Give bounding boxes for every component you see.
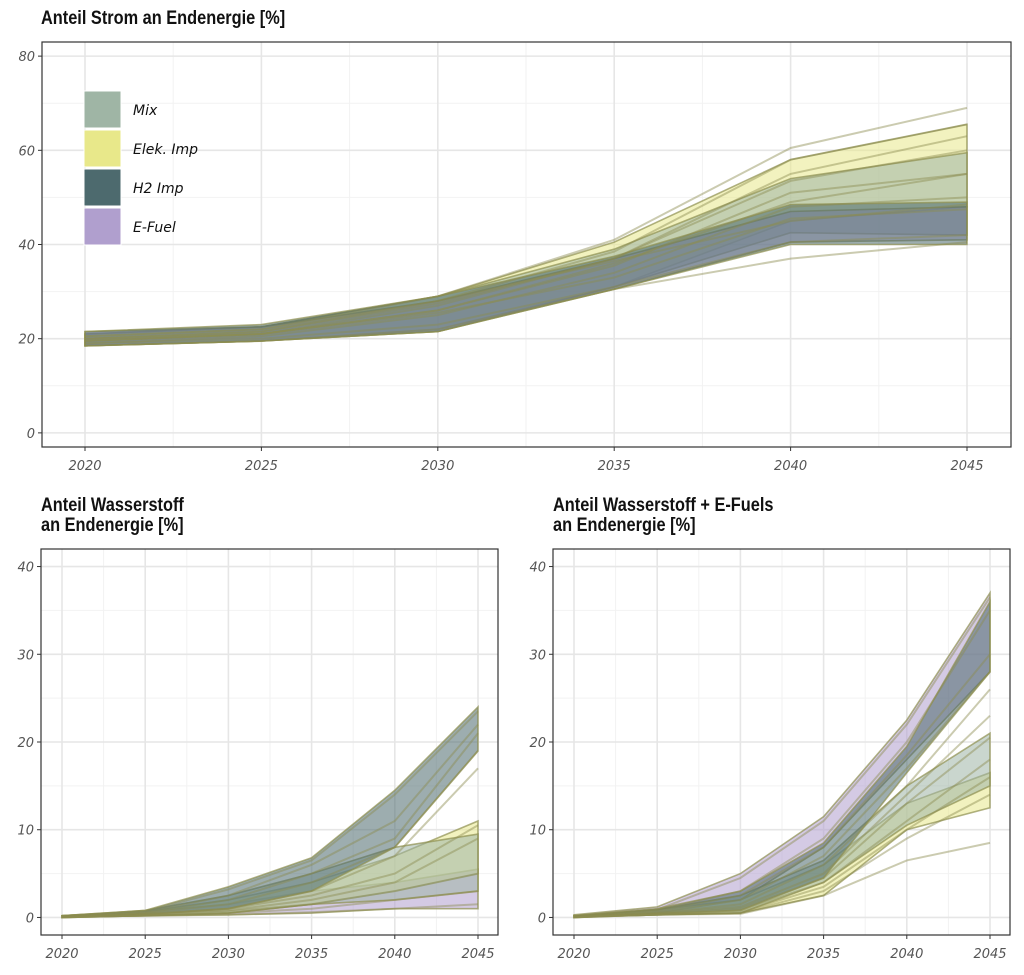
trajectory-line xyxy=(84,172,968,340)
x-tick-label: 2045 xyxy=(461,947,494,962)
x-tick-label: 2020 xyxy=(45,947,78,962)
ribbon-h2-imp xyxy=(573,598,991,919)
x-tick-label: 2020 xyxy=(68,459,101,474)
chart-title-wasserstoff-efuels-line: Anteil Wasserstoff + E-Fuels xyxy=(553,495,774,516)
trajectory-line xyxy=(61,750,479,918)
trajectory-line xyxy=(573,653,991,918)
trajectory-line xyxy=(573,596,991,918)
legend-key-mix xyxy=(83,90,122,129)
chart-title-wasserstoff: Anteil Wasserstoff an Endenergie [%] xyxy=(41,496,184,536)
y-tick-label: 30 xyxy=(529,648,546,663)
trajectory-line xyxy=(61,872,479,918)
trajectory-line xyxy=(84,135,968,342)
trajectory-line xyxy=(573,609,991,918)
trajectory-line xyxy=(61,767,479,918)
legend-label: E-Fuel xyxy=(133,220,176,236)
x-tick-label: 2030 xyxy=(212,947,245,962)
x-tick-label: 2040 xyxy=(890,947,923,962)
chart-title-wasserstoff-line: an Endenergie [%] xyxy=(41,515,184,536)
chart-title-wasserstoff-efuels-line: an Endenergie [%] xyxy=(553,515,696,536)
chart-title-strom: Anteil Strom an Endenergie [%] xyxy=(41,8,286,29)
x-tick-label: 2020 xyxy=(557,947,590,962)
ribbon-h2-imp xyxy=(84,201,968,347)
legend-label: Elek. Imp xyxy=(133,142,198,158)
x-tick-label: 2040 xyxy=(378,947,411,962)
trajectory-line xyxy=(84,172,968,342)
trajectory-line xyxy=(84,196,968,345)
trajectory-line xyxy=(84,241,968,347)
x-tick-label: 2040 xyxy=(774,459,807,474)
trajectory-line xyxy=(61,824,479,918)
legend: Mix Elek. Imp H2 Imp E-Fuel xyxy=(83,90,198,246)
x-tick-label: 2030 xyxy=(724,947,757,962)
trajectory-line xyxy=(61,723,479,918)
x-tick-label: 2030 xyxy=(421,459,454,474)
x-tick-label: 2035 xyxy=(598,459,631,474)
trajectory-line xyxy=(84,234,968,345)
chart-title-wasserstoff-line: Anteil Wasserstoff xyxy=(41,495,184,516)
y-tick-label: 10 xyxy=(17,824,34,839)
trajectory-line xyxy=(84,208,968,342)
trajectory-line xyxy=(573,714,991,918)
y-tick-label: 40 xyxy=(18,239,35,254)
legend-key-elek-imp xyxy=(83,129,122,168)
y-tick-label: 20 xyxy=(17,736,34,751)
chart-title-wasserstoff-efuels: Anteil Wasserstoff + E-Fuels an Endenergi… xyxy=(553,496,773,536)
y-tick-label: 0 xyxy=(538,911,546,926)
legend-label: H2 Imp xyxy=(133,181,184,197)
y-tick-label: 60 xyxy=(18,144,35,159)
trajectory-line xyxy=(573,793,991,918)
trajectory-line xyxy=(573,688,991,918)
y-tick-label: 10 xyxy=(529,824,546,839)
x-tick-label: 2045 xyxy=(950,459,983,474)
legend-key-h2-imp xyxy=(83,168,122,207)
trajectory-line xyxy=(84,149,968,340)
trajectory-line xyxy=(573,758,991,918)
trajectory-line xyxy=(61,732,479,918)
legend-key-e-fuel xyxy=(83,207,122,246)
y-tick-label: 20 xyxy=(529,736,546,751)
trajectory-line xyxy=(61,837,479,918)
trajectory-line xyxy=(573,671,991,918)
trajectory-line xyxy=(573,841,991,918)
y-tick-label: 80 xyxy=(18,50,35,65)
trajectory-line xyxy=(573,736,991,918)
x-tick-label: 2035 xyxy=(807,947,840,962)
x-tick-label: 2025 xyxy=(245,459,278,474)
x-tick-label: 2045 xyxy=(973,947,1006,962)
y-tick-label: 0 xyxy=(26,911,34,926)
y-tick-label: 40 xyxy=(529,561,546,576)
y-tick-label: 0 xyxy=(27,427,35,442)
trajectory-line xyxy=(61,710,479,918)
x-tick-label: 2025 xyxy=(129,947,162,962)
trajectory-line xyxy=(84,123,968,340)
trajectory-line xyxy=(61,903,479,918)
y-tick-label: 20 xyxy=(18,333,35,348)
legend-label: Mix xyxy=(133,103,158,119)
trajectory-line xyxy=(573,776,991,918)
trajectory-line xyxy=(84,203,968,338)
y-tick-label: 40 xyxy=(17,561,34,576)
x-tick-label: 2035 xyxy=(295,947,328,962)
x-tick-label: 2025 xyxy=(641,947,674,962)
y-tick-label: 30 xyxy=(17,648,34,663)
trajectory-line xyxy=(84,106,968,338)
ribbon-h2-imp xyxy=(61,704,479,919)
trajectory-line xyxy=(61,890,479,918)
